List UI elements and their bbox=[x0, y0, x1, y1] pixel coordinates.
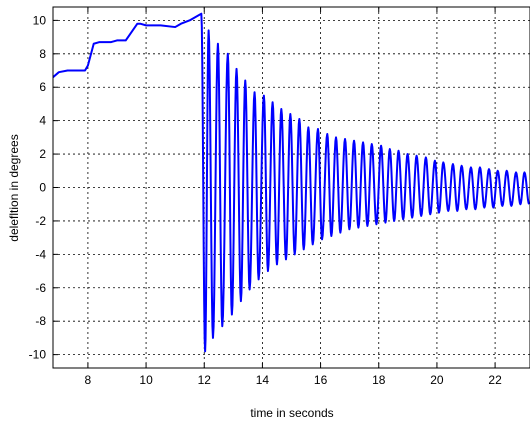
y-tick-label: 2 bbox=[39, 147, 46, 161]
x-tick-label: 20 bbox=[430, 373, 444, 387]
y-tick-label: 4 bbox=[39, 114, 46, 128]
y-tick-label: -8 bbox=[35, 314, 46, 328]
y-tick-label: 0 bbox=[39, 181, 46, 195]
x-tick-label: 14 bbox=[256, 373, 270, 387]
series-line-0 bbox=[53, 12, 530, 353]
y-tick-label: -2 bbox=[35, 214, 46, 228]
y-tick-label: -6 bbox=[35, 281, 46, 295]
y-tick-label: -4 bbox=[35, 247, 46, 261]
y-tick-label: 10 bbox=[33, 13, 47, 27]
y-tick-label: 6 bbox=[39, 80, 46, 94]
y-tick-label: -10 bbox=[29, 348, 47, 362]
series-group bbox=[53, 12, 530, 353]
y-tick-label: 8 bbox=[39, 47, 46, 61]
x-tick-label: 18 bbox=[372, 373, 386, 387]
x-tick-label: 12 bbox=[198, 373, 212, 387]
y-axis-label: delefltion in degrees bbox=[7, 134, 21, 241]
x-tick-label: 10 bbox=[139, 373, 153, 387]
axes: 8 10 12 14 16 18 20 22 -10 -8 -6 -4 -2 0 2 4 6 8 10 bbox=[29, 7, 502, 387]
x-axis-label: time in seconds bbox=[250, 406, 333, 420]
x-tick-label: 8 bbox=[85, 373, 92, 387]
x-tick-label: 22 bbox=[488, 373, 502, 387]
x-tick-label: 16 bbox=[314, 373, 328, 387]
